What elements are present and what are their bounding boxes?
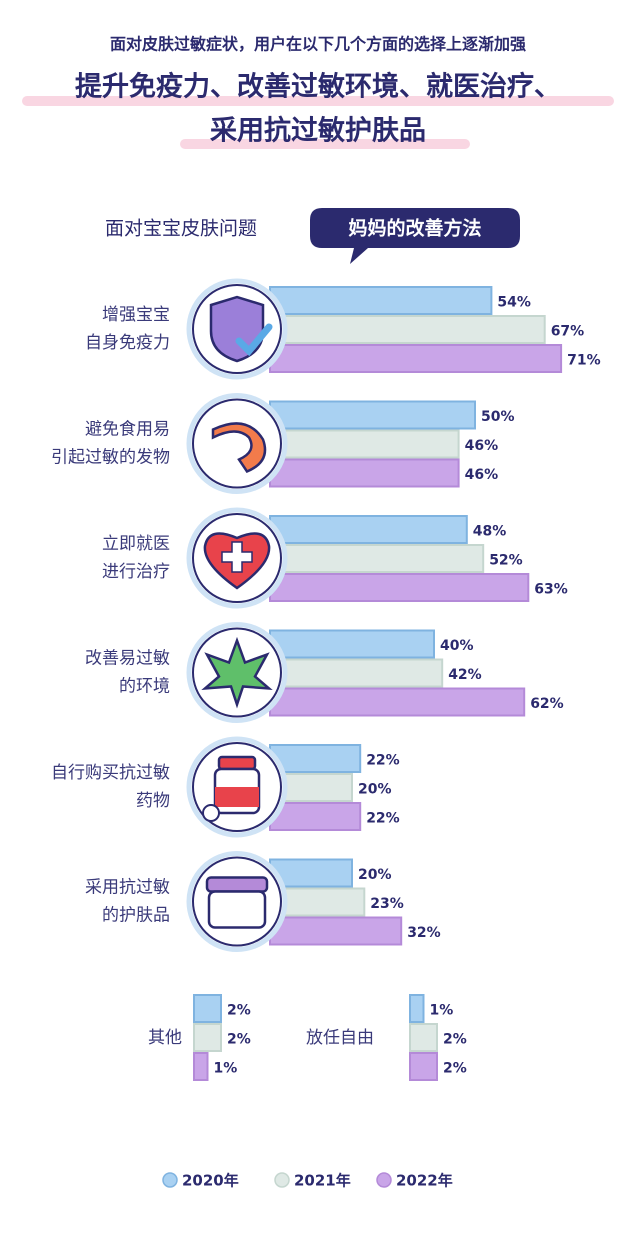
- category-label: 改善易过敏: [85, 649, 170, 669]
- category-label: 的护肤品: [102, 906, 170, 926]
- highlight: [180, 139, 470, 149]
- heading: 面对宝宝皮肤问题: [105, 218, 257, 240]
- bar: [193, 994, 222, 1023]
- bar: [269, 573, 530, 602]
- value-label: 50%: [481, 409, 515, 425]
- icon: [186, 507, 288, 609]
- bar: [409, 1023, 438, 1052]
- icon-ring: [192, 284, 282, 374]
- category-label: 进行治疗: [102, 562, 170, 582]
- icon: [186, 736, 288, 838]
- value-label: 22%: [366, 753, 400, 769]
- bar: [269, 286, 493, 315]
- bottle-label: [215, 787, 259, 807]
- cross: [221, 541, 253, 573]
- value-label: 42%: [448, 667, 482, 683]
- bar: [269, 802, 362, 831]
- value-label: 20%: [358, 867, 392, 883]
- value-label: 23%: [370, 896, 404, 912]
- bottle-cap: [217, 755, 257, 771]
- value-label: 2%: [443, 1032, 467, 1048]
- category-label: 自身免疫力: [85, 333, 170, 353]
- icon: [186, 393, 288, 494]
- category-label: 避免食用易: [85, 420, 170, 440]
- bar: [269, 629, 435, 659]
- value-label: 63%: [534, 582, 568, 598]
- value-label: 67%: [551, 324, 585, 340]
- category-label: 立即就医: [102, 534, 170, 554]
- icon-ring: [192, 398, 282, 489]
- bar: [269, 916, 403, 946]
- icon-circle: [186, 393, 288, 494]
- legend-dot: [376, 1172, 392, 1188]
- bar: [269, 687, 526, 717]
- pill: [202, 804, 220, 822]
- bar: [193, 1023, 222, 1052]
- legend-dot: [162, 1172, 178, 1188]
- category-label: 药物: [136, 791, 170, 811]
- category-label: 其他: [148, 1028, 182, 1048]
- value-label: 52%: [489, 553, 523, 569]
- badge-text: 妈妈的改善方法: [348, 217, 481, 240]
- bar: [269, 315, 546, 344]
- subtitle: 面对皮肤过敏症状，用户在以下几个方面的选择上逐渐加强: [110, 35, 526, 54]
- category-label: 的环境: [119, 677, 170, 697]
- value-label: 40%: [440, 638, 474, 654]
- category-label: 自行购买抗过敏: [51, 763, 170, 783]
- icon-ring: [192, 856, 282, 947]
- check: [235, 323, 273, 357]
- shrimp: [211, 422, 267, 474]
- value-label: 2%: [443, 1061, 467, 1077]
- icon-ring: [192, 742, 282, 832]
- bar: [269, 858, 353, 888]
- bar: [269, 429, 460, 459]
- icon: [186, 851, 288, 952]
- legend-label: 2022年: [396, 1172, 453, 1190]
- legend-label: 2021年: [294, 1172, 351, 1190]
- icon: [186, 278, 288, 380]
- bar: [193, 1052, 209, 1081]
- leaf: [201, 636, 273, 709]
- value-label: 22%: [366, 811, 400, 827]
- shield: [209, 295, 265, 363]
- value-label: 46%: [465, 438, 499, 454]
- title-line: 采用抗过敏护肤品: [210, 115, 426, 147]
- icon: [186, 622, 288, 723]
- value-label: 1%: [430, 1003, 454, 1019]
- jar: [207, 890, 267, 929]
- icon-ring: [192, 513, 282, 603]
- value-label: 20%: [358, 782, 392, 798]
- highlight: [22, 96, 614, 106]
- legend-label: 2020年: [182, 1172, 239, 1190]
- bar: [269, 544, 485, 573]
- legend-dot: [274, 1172, 290, 1188]
- jar-lid: [205, 876, 269, 893]
- bar: [269, 515, 468, 544]
- value-label: 62%: [530, 696, 564, 712]
- bar: [269, 344, 563, 373]
- value-label: 54%: [497, 295, 531, 311]
- category-label: 引起过敏的发物: [51, 448, 170, 468]
- category-label: 放任自由: [306, 1028, 374, 1048]
- title-line: 提升免疫力、改善过敏环境、就医治疗、: [75, 71, 561, 103]
- category-label: 增强宝宝: [102, 305, 170, 325]
- bar: [409, 994, 425, 1023]
- value-label: 2%: [227, 1003, 251, 1019]
- icon-ring: [192, 627, 282, 718]
- value-label: 32%: [407, 925, 441, 941]
- value-label: 2%: [227, 1032, 251, 1048]
- bar: [269, 458, 460, 488]
- value-label: 1%: [214, 1061, 238, 1077]
- value-label: 48%: [473, 524, 507, 540]
- value-label: 71%: [567, 353, 601, 369]
- bar: [269, 400, 476, 430]
- category-label: 采用抗过敏: [85, 878, 170, 898]
- badge: [310, 208, 520, 264]
- bar: [269, 658, 444, 688]
- bar: [409, 1052, 438, 1081]
- value-label: 46%: [465, 467, 499, 483]
